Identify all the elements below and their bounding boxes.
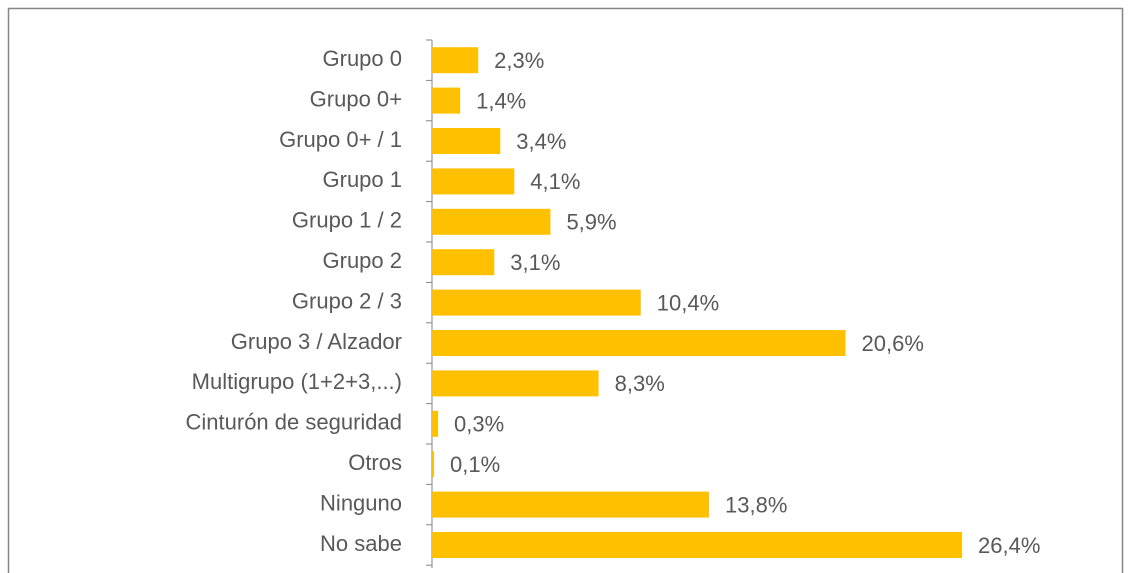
bar: [432, 87, 461, 114]
category-label: Grupo 2 / 3: [292, 288, 402, 313]
bar: [432, 249, 495, 276]
value-label: 8,3%: [615, 371, 665, 396]
value-label: 0,3%: [454, 412, 504, 437]
value-label: 3,1%: [510, 250, 560, 275]
category-label: Grupo 3 / Alzador: [231, 329, 402, 354]
value-label: 2,3%: [494, 48, 544, 73]
bar: [432, 128, 501, 154]
value-label: 10,4%: [657, 290, 719, 315]
category-label: Grupo 1 / 2: [292, 208, 402, 233]
category-label: Grupo 0+ / 1: [279, 127, 402, 152]
value-label: 0,1%: [450, 452, 500, 477]
value-label: 26,4%: [978, 533, 1040, 558]
category-label: Grupo 2: [323, 248, 403, 273]
bar: [432, 491, 710, 518]
bar: [432, 168, 515, 195]
bar: [432, 410, 439, 437]
bar: [432, 47, 479, 74]
bar: [432, 451, 435, 478]
chart-frame: [7, 7, 1124, 573]
category-label: Multigrupo (1+2+3,...): [192, 369, 402, 394]
bar: [432, 289, 641, 316]
category-label: Ninguno: [320, 490, 402, 515]
value-label: 3,4%: [516, 129, 566, 154]
bar: [432, 370, 599, 397]
category-label: No sabe: [320, 531, 402, 556]
value-label: 13,8%: [725, 492, 787, 517]
value-label: 1,4%: [476, 88, 526, 113]
category-label: Otros: [348, 450, 402, 475]
bar: [432, 330, 846, 356]
category-label: Grupo 0: [323, 46, 403, 71]
bar: [432, 532, 962, 558]
category-label: Cinturón de seguridad: [186, 410, 402, 435]
category-label: Grupo 1: [323, 167, 403, 192]
value-label: 5,9%: [566, 210, 616, 235]
value-label: 4,1%: [530, 169, 580, 194]
category-label: Grupo 0+: [310, 86, 402, 111]
value-label: 20,6%: [862, 331, 924, 356]
bar: [432, 208, 551, 235]
